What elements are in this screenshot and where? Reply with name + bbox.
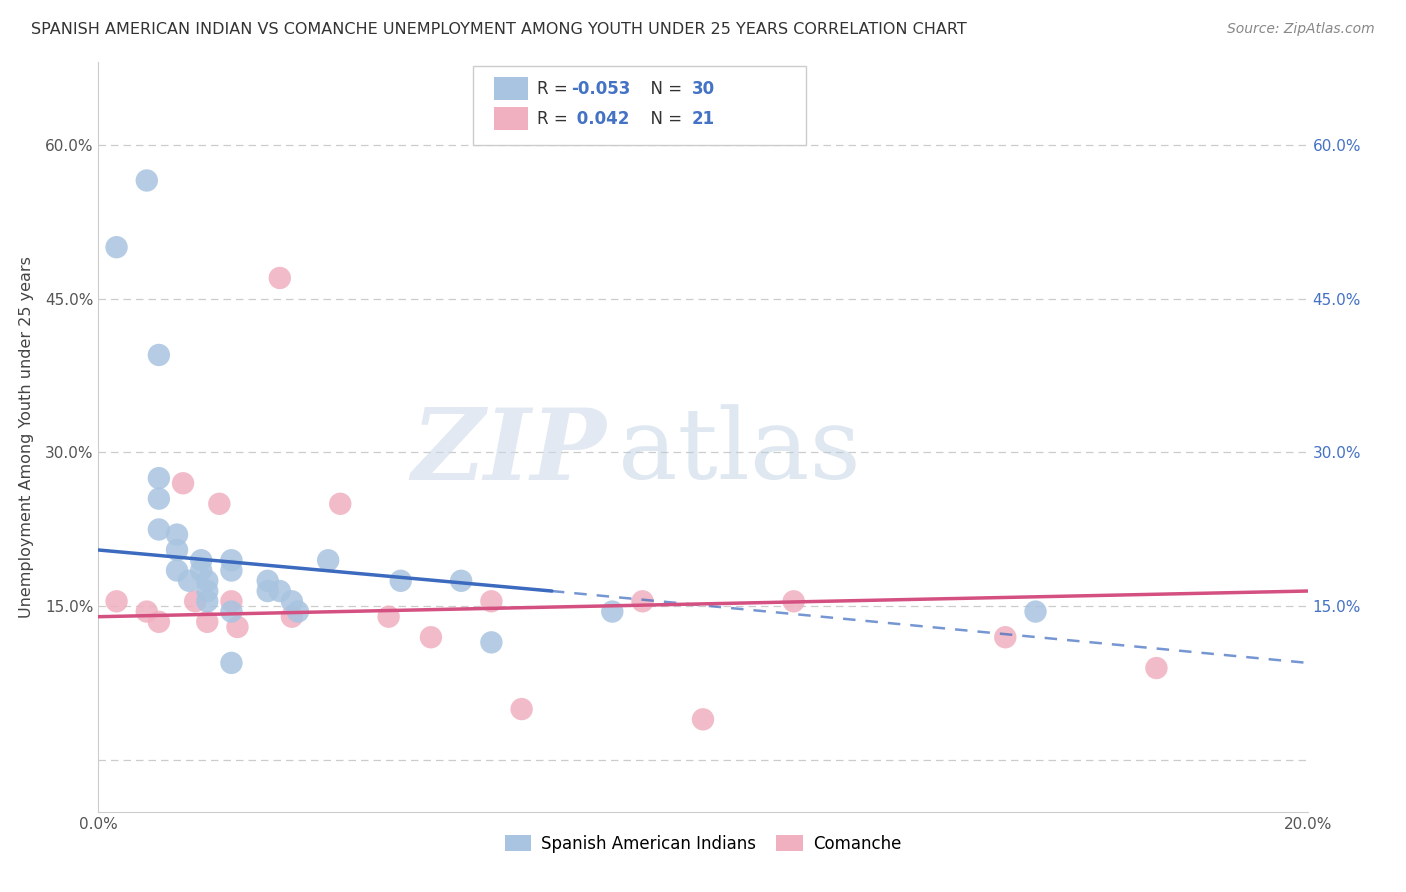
Point [692,712,714,726]
Point [166,543,188,558]
Point [783,594,806,608]
Text: 30: 30 [692,79,716,97]
Point [184,594,207,608]
Point [281,609,304,624]
Point [994,630,1017,644]
Point [105,594,128,608]
Point [481,594,503,608]
Text: R =: R = [537,79,574,97]
Point [281,594,304,608]
Point [195,574,218,588]
Point [105,240,128,254]
Point [148,491,170,506]
Point [148,348,170,362]
Point [148,471,170,485]
Point [226,620,249,634]
Point [135,173,157,187]
Point [195,594,218,608]
Point [377,609,399,624]
Point [148,615,170,629]
Point [135,605,157,619]
Point [221,605,243,619]
Point [389,574,412,588]
Text: Source: ZipAtlas.com: Source: ZipAtlas.com [1227,22,1375,37]
Point [172,476,194,491]
Point [148,523,170,537]
Text: SPANISH AMERICAN INDIAN VS COMANCHE UNEMPLOYMENT AMONG YOUTH UNDER 25 YEARS CORR: SPANISH AMERICAN INDIAN VS COMANCHE UNEM… [31,22,967,37]
Text: -0.053: -0.053 [571,79,630,97]
Text: atlas: atlas [619,404,860,500]
Point [190,553,212,567]
Point [166,527,188,541]
Point [450,574,472,588]
Point [287,605,309,619]
Legend: Spanish American Indians, Comanche: Spanish American Indians, Comanche [498,829,908,860]
Point [269,584,291,599]
Point [221,553,243,567]
Point [221,656,243,670]
Point [166,564,188,578]
Point [316,553,339,567]
Point [510,702,533,716]
Point [631,594,654,608]
FancyBboxPatch shape [494,78,527,100]
Point [1024,605,1046,619]
Point [269,271,291,285]
Point [1144,661,1167,675]
Point [481,635,503,649]
Point [195,584,218,599]
Point [420,630,443,644]
Text: 21: 21 [692,110,716,128]
Point [602,605,624,619]
Y-axis label: Unemployment Among Youth under 25 years: Unemployment Among Youth under 25 years [18,256,34,618]
Text: 0.042: 0.042 [571,110,630,128]
Text: R =: R = [537,110,574,128]
Point [221,564,243,578]
Point [329,497,352,511]
Text: ZIP: ZIP [412,404,606,500]
Point [256,584,278,599]
Point [190,564,212,578]
Point [208,497,231,511]
Point [256,574,278,588]
Text: N =: N = [640,110,688,128]
Point [221,594,243,608]
Point [179,574,201,588]
Point [195,615,218,629]
Text: N =: N = [640,79,688,97]
FancyBboxPatch shape [494,107,527,130]
FancyBboxPatch shape [474,66,806,145]
